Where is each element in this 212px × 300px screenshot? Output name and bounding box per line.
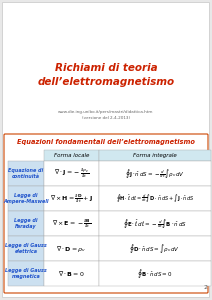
Bar: [99, 150, 211, 161]
Text: $\nabla \cdot \mathbf{J} = -\frac{\partial \rho_v}{\partial t}$: $\nabla \cdot \mathbf{J} = -\frac{\parti…: [54, 167, 89, 180]
Text: www.die.ing.unibo.it/pers/mastri/didattica.htm
(versione del 2-4-2013): www.die.ing.unibo.it/pers/mastri/didatti…: [58, 110, 154, 120]
Text: $\oint \mathbf{J} \cdot \hat{n}\, dS = -\frac{d}{dt}\int \rho_v\, dV$: $\oint \mathbf{J} \cdot \hat{n}\, dS = -…: [125, 167, 185, 180]
Text: $\oint \mathbf{E} \cdot \hat{\ell}\, d\ell = -\frac{d}{dt}\int \mathbf{B} \cdot : $\oint \mathbf{E} \cdot \hat{\ell}\, d\e…: [123, 217, 187, 230]
Bar: [99, 161, 211, 186]
Bar: [8, 161, 44, 186]
Text: Equazione di
continuità: Equazione di continuità: [8, 168, 43, 179]
Text: Forma integrale: Forma integrale: [133, 153, 177, 158]
Text: $\oint \mathbf{H} \cdot \hat{\ell}\, d\ell = \frac{d}{dt}\int \mathbf{D} \cdot \: $\oint \mathbf{H} \cdot \hat{\ell}\, d\e…: [116, 193, 194, 204]
Text: $\nabla \cdot \mathbf{B} = 0$: $\nabla \cdot \mathbf{B} = 0$: [58, 269, 85, 278]
Text: Legge di
Faraday: Legge di Faraday: [14, 218, 38, 229]
Bar: [8, 261, 44, 286]
Bar: [44, 236, 99, 261]
Text: Equazioni fondamentali dell’elettromagnetismo: Equazioni fondamentali dell’elettromagne…: [17, 139, 195, 145]
Text: Legge di Gauss
magnetica: Legge di Gauss magnetica: [5, 268, 47, 279]
Text: $\nabla \times \mathbf{E} = -\frac{\partial \mathbf{B}}{\partial t}$: $\nabla \times \mathbf{E} = -\frac{\part…: [52, 217, 91, 230]
Text: Legge di Gauss
elettrica: Legge di Gauss elettrica: [5, 243, 47, 254]
Text: $\nabla \cdot \mathbf{D} = \rho_v$: $\nabla \cdot \mathbf{D} = \rho_v$: [56, 244, 86, 254]
Text: $\nabla \times \mathbf{H} = \frac{\partial \mathbf{D}}{\partial t} + \mathbf{J}$: $\nabla \times \mathbf{H} = \frac{\parti…: [50, 192, 93, 205]
Text: $\oint \mathbf{B} \cdot \hat{n}\, dS = 0$: $\oint \mathbf{B} \cdot \hat{n}\, dS = 0…: [137, 267, 173, 280]
Bar: [8, 211, 44, 236]
Bar: [44, 211, 99, 236]
Bar: [99, 261, 211, 286]
Bar: [8, 236, 44, 261]
Bar: [99, 236, 211, 261]
Bar: [99, 186, 211, 211]
Bar: [44, 161, 99, 186]
Text: Forma locale: Forma locale: [54, 153, 89, 158]
Text: $\oint \mathbf{D} \cdot \hat{n}\, dS = \int \rho_v\, dV$: $\oint \mathbf{D} \cdot \hat{n}\, dS = \…: [130, 242, 181, 255]
Bar: [99, 211, 211, 236]
Bar: [44, 150, 99, 161]
FancyBboxPatch shape: [4, 134, 208, 293]
Text: dell’elettromagnetismo: dell’elettromagnetismo: [38, 77, 174, 87]
FancyBboxPatch shape: [3, 2, 209, 298]
Text: Legge di
Ampere-Maxwell: Legge di Ampere-Maxwell: [3, 193, 49, 204]
Bar: [44, 261, 99, 286]
Text: 2: 2: [203, 285, 207, 290]
Text: Richiami di teoria: Richiami di teoria: [55, 63, 157, 73]
Bar: [8, 186, 44, 211]
Bar: [44, 186, 99, 211]
